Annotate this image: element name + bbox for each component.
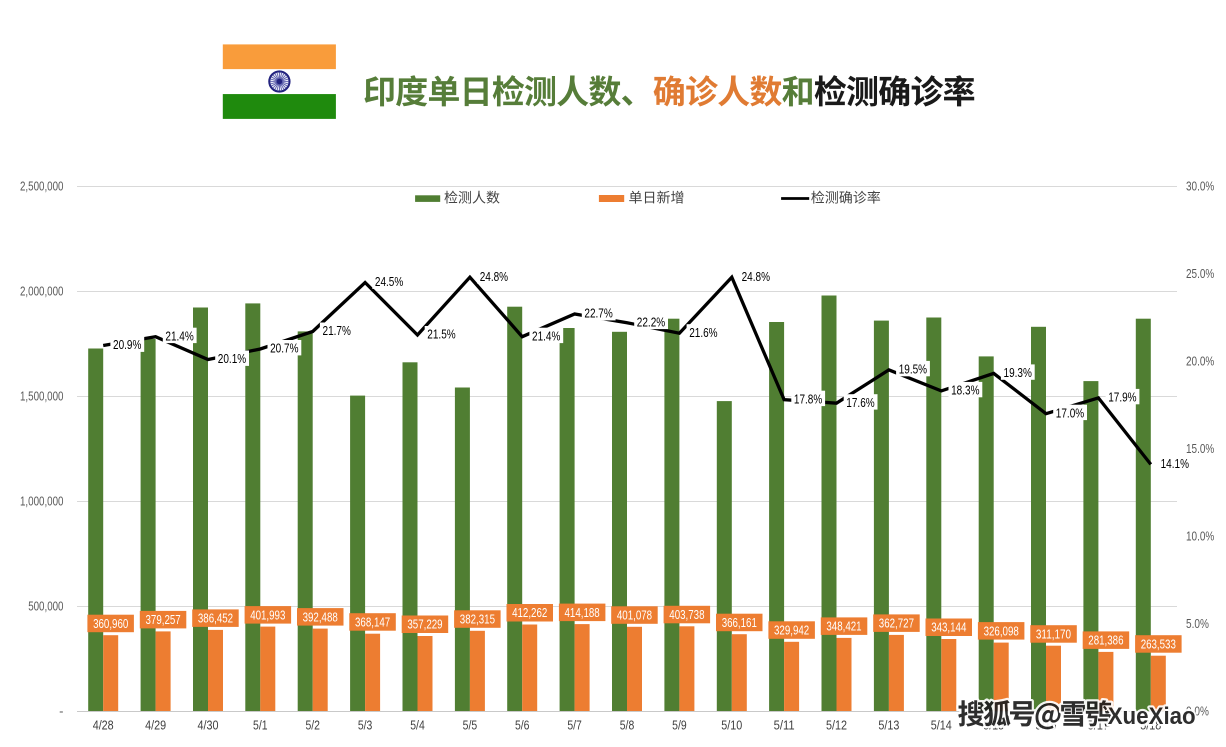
svg-text:17.8%: 17.8% (794, 391, 823, 406)
svg-text:368,147: 368,147 (355, 614, 390, 629)
svg-text:5/2: 5/2 (305, 717, 320, 732)
svg-text:17.6%: 17.6% (846, 395, 875, 410)
svg-text:5/10: 5/10 (721, 717, 742, 732)
svg-text:5/8: 5/8 (620, 717, 635, 732)
svg-text:19.5%: 19.5% (899, 362, 928, 377)
svg-text:5/6: 5/6 (515, 717, 530, 732)
svg-text:21.4%: 21.4% (532, 328, 561, 343)
svg-text:5/4: 5/4 (410, 717, 425, 732)
svg-text:30.0%: 30.0% (1186, 179, 1215, 194)
svg-text:24.8%: 24.8% (480, 269, 509, 284)
svg-text:20.9%: 20.9% (113, 337, 142, 352)
svg-text:24.8%: 24.8% (742, 269, 771, 284)
svg-text:20.0%: 20.0% (1186, 354, 1215, 369)
svg-text:357,229: 357,229 (407, 617, 442, 632)
svg-text:17.9%: 17.9% (1108, 390, 1137, 405)
svg-text:-: - (59, 703, 63, 718)
svg-text:392,488: 392,488 (303, 609, 338, 624)
svg-text:414,188: 414,188 (565, 605, 600, 620)
svg-text:25.0%: 25.0% (1186, 266, 1215, 281)
svg-text:5/14: 5/14 (931, 717, 952, 732)
svg-text:366,161: 366,161 (722, 615, 757, 630)
svg-text:379,257: 379,257 (146, 612, 181, 627)
svg-text:5.0%: 5.0% (1186, 616, 1209, 631)
svg-text:21.5%: 21.5% (427, 327, 456, 342)
svg-text:360,960: 360,960 (93, 616, 128, 631)
svg-text:19.3%: 19.3% (1004, 365, 1033, 380)
svg-text:5/1: 5/1 (253, 717, 268, 732)
svg-text:326,098: 326,098 (984, 623, 1019, 638)
svg-text:5/12: 5/12 (826, 717, 847, 732)
svg-text:311,170: 311,170 (1036, 626, 1071, 641)
svg-text:15.0%: 15.0% (1186, 441, 1215, 456)
svg-text:5/9: 5/9 (672, 717, 687, 732)
svg-text:403,738: 403,738 (669, 607, 704, 622)
svg-text:382,315: 382,315 (460, 612, 495, 627)
svg-text:4/28: 4/28 (93, 717, 114, 732)
svg-text:20.1%: 20.1% (218, 351, 247, 366)
svg-text:362,727: 362,727 (879, 616, 914, 631)
svg-text:4/30: 4/30 (198, 717, 219, 732)
svg-text:401,993: 401,993 (250, 607, 285, 622)
svg-text:5/5: 5/5 (463, 717, 478, 732)
svg-text:XueXiao: XueXiao (1108, 703, 1196, 730)
svg-text:21.4%: 21.4% (165, 328, 194, 343)
svg-text:5/11: 5/11 (774, 717, 795, 732)
svg-text:20.7%: 20.7% (270, 341, 299, 356)
svg-text:1,000,000: 1,000,000 (20, 493, 64, 508)
svg-text:18.3%: 18.3% (951, 383, 980, 398)
svg-text:5/13: 5/13 (878, 717, 899, 732)
svg-text:281,386: 281,386 (1088, 633, 1123, 648)
svg-text:24.5%: 24.5% (375, 274, 404, 289)
svg-text:5/3: 5/3 (358, 717, 373, 732)
svg-text:500,000: 500,000 (28, 598, 63, 613)
svg-text:0.0%: 0.0% (1186, 703, 1209, 718)
svg-text:1,500,000: 1,500,000 (20, 389, 64, 404)
svg-text:2,000,000: 2,000,000 (20, 284, 64, 299)
svg-text:386,452: 386,452 (198, 611, 233, 626)
svg-text:263,533: 263,533 (1141, 636, 1176, 651)
svg-text:21.7%: 21.7% (323, 323, 352, 338)
svg-text:412,262: 412,262 (512, 605, 547, 620)
svg-text:10.0%: 10.0% (1186, 528, 1215, 543)
svg-text:401,078: 401,078 (617, 608, 652, 623)
svg-text:5/18: 5/18 (1140, 717, 1161, 732)
svg-text:22.2%: 22.2% (637, 314, 666, 329)
svg-text:14.1%: 14.1% (1161, 456, 1190, 471)
svg-text:2,500,000: 2,500,000 (20, 179, 64, 194)
svg-text:4/29: 4/29 (145, 717, 166, 732)
svg-text:5/7: 5/7 (567, 717, 582, 732)
svg-text:343,144: 343,144 (931, 620, 966, 635)
svg-text:329,942: 329,942 (774, 623, 809, 638)
svg-text:17.0%: 17.0% (1056, 405, 1085, 420)
svg-text:22.7%: 22.7% (584, 306, 613, 321)
svg-text:348,421: 348,421 (826, 619, 861, 634)
svg-text:21.6%: 21.6% (689, 325, 718, 340)
